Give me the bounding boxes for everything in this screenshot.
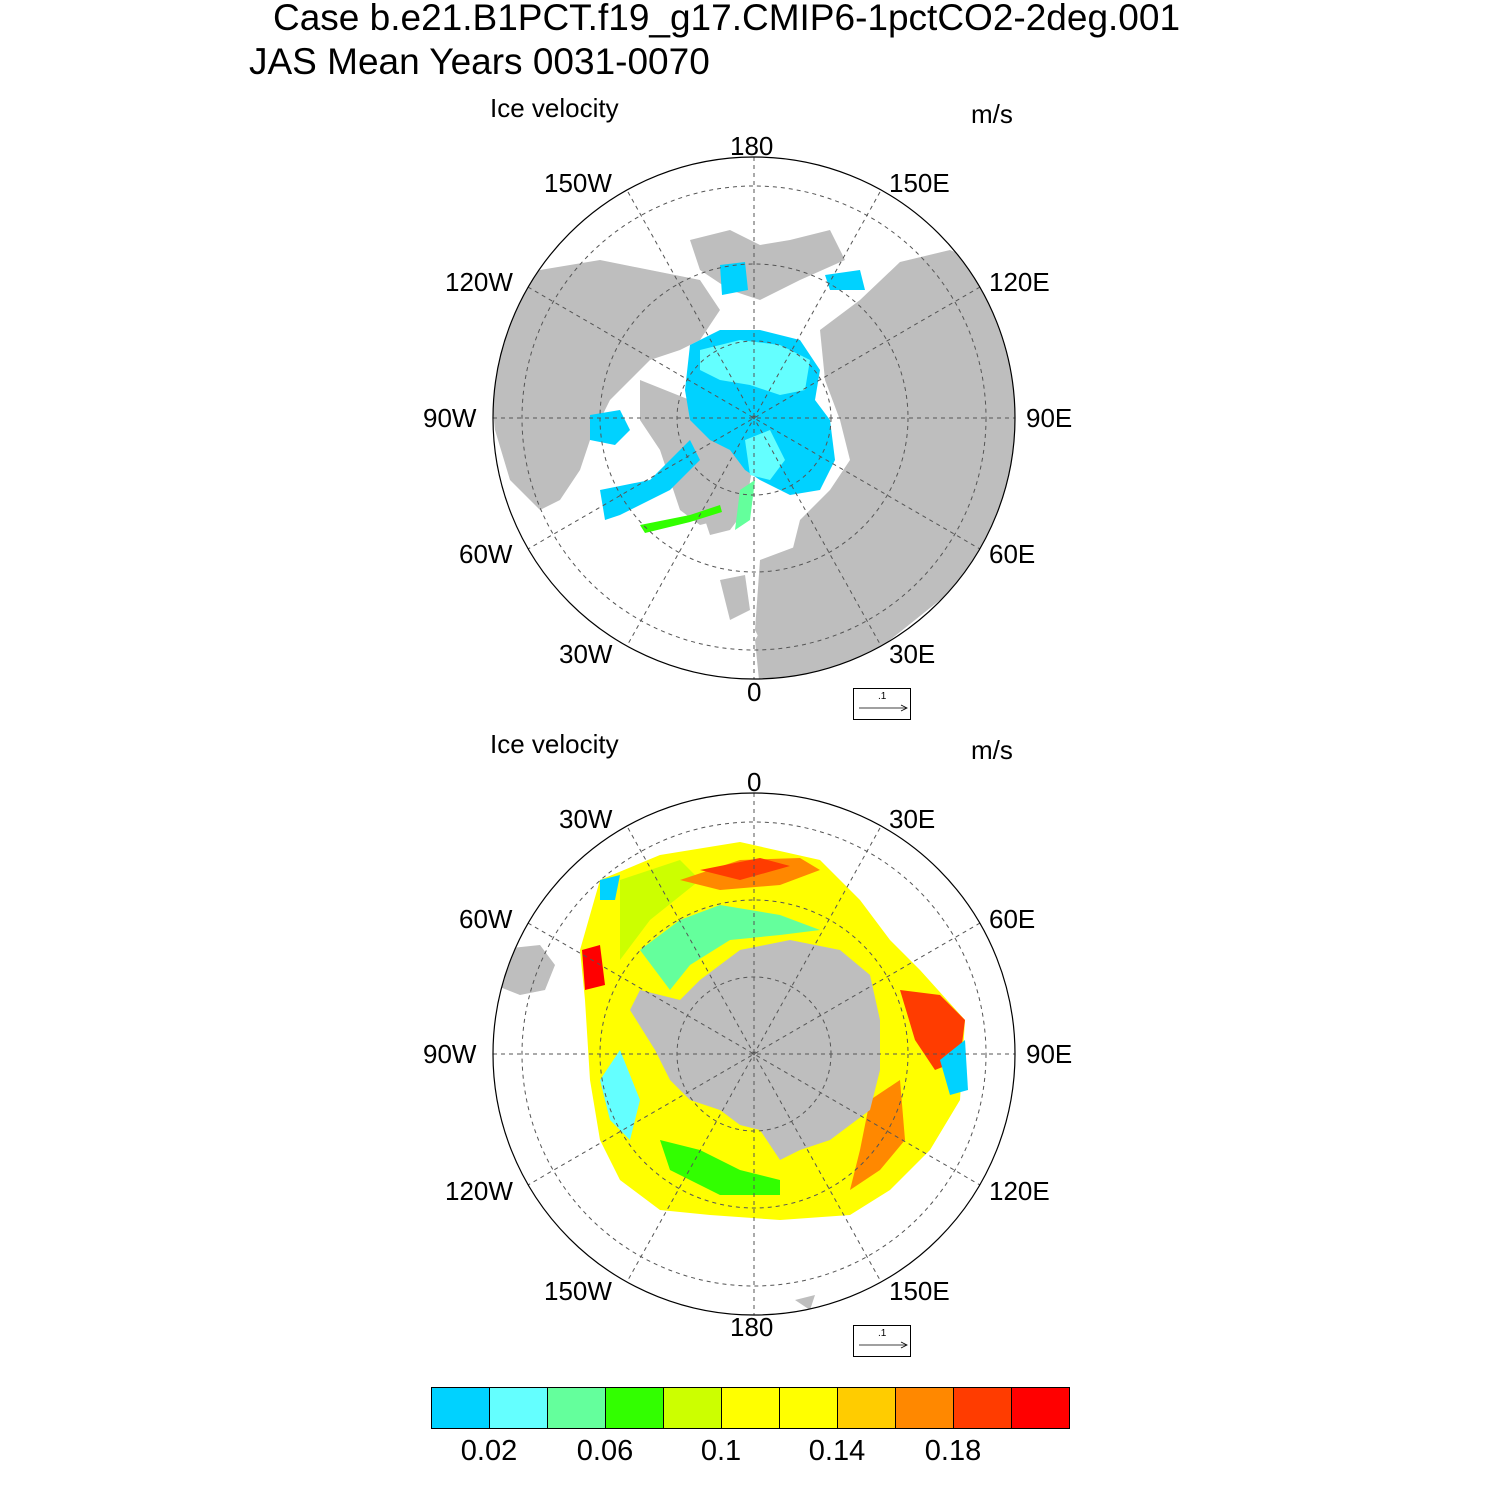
- colorbar-swatch: [490, 1388, 548, 1428]
- north-lon-label-60w: 60W: [459, 539, 513, 569]
- colorbar: [431, 1387, 1070, 1429]
- north-lon-label-0: 0: [747, 677, 762, 707]
- north-lon-label-150e: 150E: [889, 168, 950, 198]
- south-lon-label-180: 180: [730, 1312, 774, 1342]
- north-lon-label-30w: 30W: [559, 639, 613, 669]
- arrow-icon: [859, 704, 908, 712]
- colorbar-label: 0.02: [460, 1435, 518, 1467]
- north-lon-label-150w: 150W: [544, 168, 612, 198]
- colorbar-swatch: [432, 1388, 490, 1428]
- colorbar-swatch: [1012, 1388, 1069, 1428]
- colorbar-swatch: [780, 1388, 838, 1428]
- south-panel-title: Ice velocity: [490, 729, 619, 759]
- arrow-icon: [859, 1341, 908, 1349]
- north-graticule: [493, 157, 1015, 679]
- colorbar-label: 0.06: [576, 1435, 634, 1467]
- south-ice-velocity-field: [493, 842, 968, 1310]
- south-lon-label-30e: 30E: [889, 804, 936, 834]
- south-lon-label-150e: 150E: [889, 1276, 950, 1306]
- colorbar-swatch: [548, 1388, 606, 1428]
- colorbar-swatch: [722, 1388, 780, 1428]
- north-land-masses: [493, 230, 1015, 679]
- colorbar-label: 0.1: [700, 1435, 742, 1467]
- north-reference-vector: .1: [853, 688, 911, 720]
- south-lon-label-90w: 90W: [423, 1039, 477, 1069]
- south-lon-label-150w: 150W: [544, 1276, 612, 1306]
- south-lon-label-120w: 120W: [445, 1176, 513, 1206]
- north-lon-label-120w: 120W: [445, 267, 513, 297]
- colorbar-swatch: [896, 1388, 954, 1428]
- colorbar-swatch: [954, 1388, 1012, 1428]
- north-lon-label-60e: 60E: [989, 539, 1036, 569]
- south-lon-label-120e: 120E: [989, 1176, 1050, 1206]
- north-map-boundary: [492, 156, 1016, 680]
- colorbar-swatch: [664, 1388, 722, 1428]
- north-lon-label-120e: 120E: [989, 267, 1050, 297]
- north-lon-label-30e: 30E: [889, 639, 936, 669]
- south-lon-label-60w: 60W: [459, 904, 513, 934]
- colorbar-label: 0.18: [924, 1435, 982, 1467]
- south-graticule: [493, 793, 1015, 1315]
- south-lon-label-30w: 30W: [559, 804, 613, 834]
- north-panel-units: m/s: [971, 99, 1013, 129]
- period-title: JAS Mean Years 0031-0070: [249, 41, 710, 82]
- north-polar-map: [492, 156, 1016, 680]
- south-map-boundary: [492, 792, 1016, 1316]
- south-lon-label-90e: 90E: [1026, 1039, 1073, 1069]
- north-lon-label-90e: 90E: [1026, 403, 1073, 433]
- north-reference-vector-value: .1: [878, 691, 887, 702]
- south-polar-map: [492, 792, 1016, 1316]
- colorbar-swatch: [838, 1388, 896, 1428]
- north-ice-velocity-field: [590, 262, 865, 533]
- case-title: Case b.e21.B1PCT.f19_g17.CMIP6-1pctCO2-2…: [273, 0, 1181, 38]
- north-lon-label-180: 180: [730, 131, 774, 161]
- north-panel-title: Ice velocity: [490, 93, 619, 123]
- north-lon-label-90w: 90W: [423, 403, 477, 433]
- south-reference-vector-value: .1: [878, 1328, 887, 1339]
- colorbar-label: 0.14: [808, 1435, 866, 1467]
- south-panel-units: m/s: [971, 735, 1013, 765]
- south-reference-vector: .1: [853, 1325, 911, 1357]
- south-lon-label-0: 0: [747, 767, 762, 797]
- south-lon-label-60e: 60E: [989, 904, 1036, 934]
- colorbar-swatch: [606, 1388, 664, 1428]
